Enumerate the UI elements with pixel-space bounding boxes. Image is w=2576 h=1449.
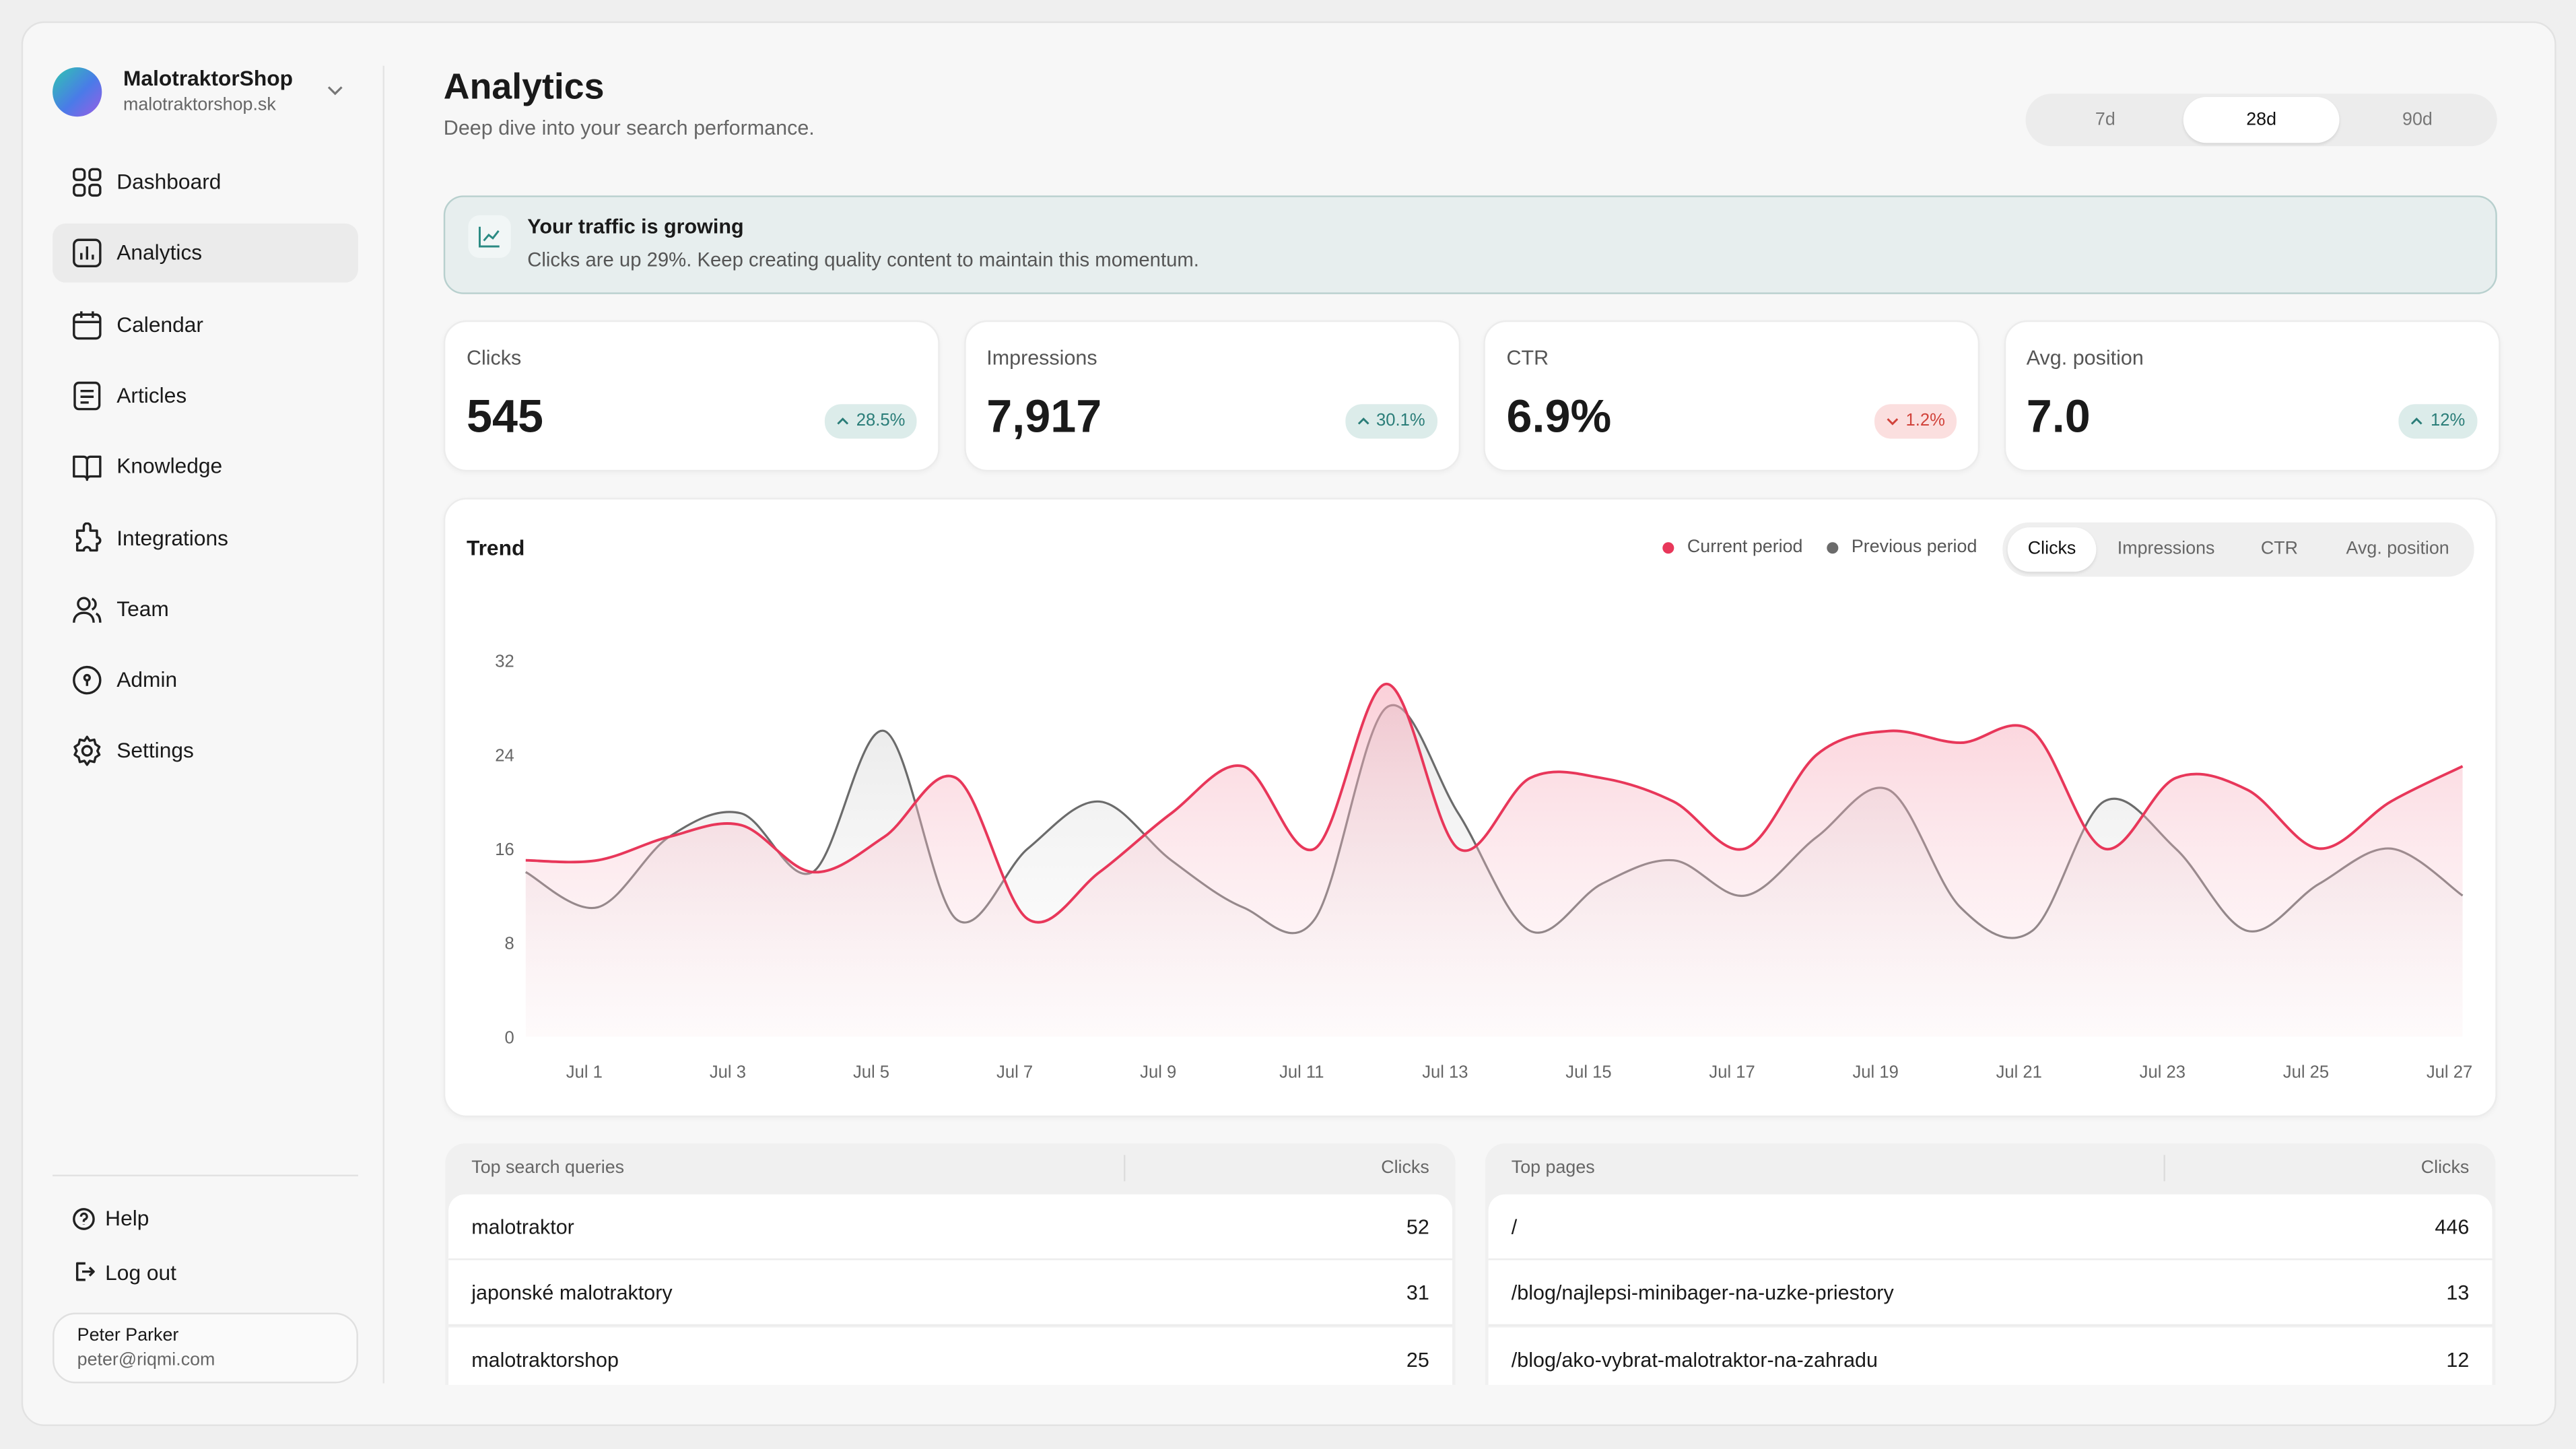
user-name: Peter Parker bbox=[77, 1326, 179, 1346]
logout-icon bbox=[75, 1262, 95, 1281]
legend-dot bbox=[1662, 542, 1674, 554]
kpi-card bbox=[963, 320, 1460, 472]
nav-item[interactable]: Articles bbox=[116, 382, 187, 407]
legend-label: Previous period bbox=[1851, 537, 1977, 558]
kpi-arrow bbox=[837, 417, 849, 425]
brand-logo bbox=[53, 67, 102, 117]
brand-domain: malotraktorshop.sk bbox=[123, 95, 276, 115]
row-value: 12 bbox=[2446, 1348, 2470, 1372]
table-column: Clicks bbox=[2420, 1158, 2470, 1178]
kpi-arrow bbox=[1357, 417, 1369, 425]
legend-dot bbox=[1827, 542, 1839, 554]
row-value: 52 bbox=[1406, 1215, 1429, 1239]
kpi-card bbox=[2003, 320, 2500, 472]
table-col-divider bbox=[1123, 1155, 1126, 1182]
kpi-value: 6.9% bbox=[1506, 391, 1612, 442]
kpi-label: Clicks bbox=[466, 346, 522, 370]
nav-item[interactable]: Knowledge bbox=[116, 453, 223, 479]
table-row[interactable] bbox=[1488, 1194, 2493, 1260]
table-column: Clicks bbox=[1381, 1158, 1429, 1178]
range-option[interactable]: 90d bbox=[2402, 110, 2433, 130]
chart-title: Trend bbox=[466, 535, 525, 561]
page-subtitle: Deep dive into your search performance. bbox=[443, 116, 815, 140]
nav-icon bbox=[75, 521, 102, 551]
nav-item[interactable]: Settings bbox=[116, 738, 194, 764]
kpi-arrow bbox=[1887, 418, 1899, 426]
kpi-value: 7,917 bbox=[986, 391, 1102, 442]
page-title: Analytics bbox=[443, 65, 605, 107]
nav-item[interactable]: Integrations bbox=[116, 525, 229, 550]
nav-item[interactable]: Analytics bbox=[116, 240, 203, 265]
help-icon bbox=[73, 1208, 95, 1230]
nav-item[interactable]: Dashboard bbox=[116, 169, 222, 194]
nav-active-bg bbox=[53, 224, 358, 283]
nav-icon bbox=[73, 381, 101, 411]
row-label: japonské malotraktory bbox=[471, 1281, 673, 1306]
nav-icon bbox=[73, 666, 102, 695]
row-label: malotraktorshop bbox=[471, 1348, 619, 1372]
nav-icon bbox=[73, 310, 102, 339]
row-label: / bbox=[1511, 1215, 1518, 1239]
kpi-change: 30.1% bbox=[1345, 404, 1437, 439]
table-row[interactable] bbox=[448, 1194, 1452, 1260]
kpi-label: Impressions bbox=[986, 346, 1097, 370]
kpi-change: 12% bbox=[2399, 404, 2477, 439]
kpi-card bbox=[1483, 320, 1980, 472]
banner-icon bbox=[479, 226, 500, 248]
row-value: 31 bbox=[1406, 1281, 1429, 1306]
kpi-label: Avg. position bbox=[2026, 346, 2144, 370]
kpi-card bbox=[443, 320, 940, 472]
nav-item[interactable]: Team bbox=[116, 596, 169, 621]
trend-card bbox=[443, 498, 2497, 1118]
table-row[interactable] bbox=[1488, 1260, 2493, 1326]
nav-icon bbox=[73, 168, 102, 197]
table-row[interactable] bbox=[448, 1326, 1452, 1393]
kpi-value: 7.0 bbox=[2026, 391, 2091, 442]
table-col-divider bbox=[2163, 1155, 2165, 1182]
metric-tab[interactable]: Clicks bbox=[2007, 527, 2097, 572]
row-value: 13 bbox=[2446, 1281, 2470, 1306]
sidebar-separator bbox=[53, 1174, 358, 1177]
user-email: peter@riqmi.com bbox=[77, 1350, 215, 1370]
bottom-mask bbox=[411, 1384, 2546, 1425]
kpi-label: CTR bbox=[1506, 346, 1549, 370]
kpi-arrow bbox=[2412, 417, 2423, 425]
table-title: Top pages bbox=[1511, 1158, 1595, 1178]
row-label: /blog/ako-vybrat-malotraktor-na-zahradu bbox=[1511, 1348, 1878, 1372]
banner-title: Your traffic is growing bbox=[527, 215, 744, 238]
metric-tab[interactable]: CTR bbox=[2260, 539, 2299, 559]
kpi-value: 545 bbox=[466, 391, 543, 442]
nav-icon bbox=[73, 596, 102, 623]
sidebar-divider bbox=[382, 65, 384, 1384]
footer-link[interactable]: Log out bbox=[105, 1259, 176, 1284]
row-label: malotraktor bbox=[471, 1215, 574, 1239]
nav-icon bbox=[73, 456, 102, 481]
legend-label: Current period bbox=[1687, 537, 1803, 558]
nav-icon bbox=[73, 736, 101, 767]
nav-icon bbox=[73, 239, 102, 268]
range-option[interactable]: 28d bbox=[2183, 96, 2340, 143]
nav-item[interactable]: Calendar bbox=[116, 311, 203, 337]
metric-tab[interactable]: Avg. position bbox=[2346, 539, 2449, 559]
banner bbox=[443, 195, 2497, 294]
user-box[interactable] bbox=[53, 1312, 358, 1384]
nav-item[interactable]: Admin bbox=[116, 667, 178, 692]
metric-tab[interactable]: Impressions bbox=[2117, 539, 2215, 559]
row-value: 25 bbox=[1406, 1348, 1429, 1372]
footer-link[interactable]: Help bbox=[105, 1205, 149, 1231]
table-title: Top search queries bbox=[471, 1158, 625, 1178]
table-row[interactable] bbox=[1488, 1326, 2493, 1393]
banner-text: Clicks are up 29%. Keep creating quality… bbox=[527, 248, 1199, 271]
brand-name[interactable]: MalotraktorShop bbox=[123, 65, 294, 91]
row-value: 446 bbox=[2435, 1215, 2470, 1239]
kpi-change: 28.5% bbox=[825, 404, 917, 439]
brand-dropdown[interactable] bbox=[325, 81, 345, 100]
range-option[interactable]: 7d bbox=[2095, 110, 2115, 130]
table-row[interactable] bbox=[448, 1260, 1452, 1326]
row-label: /blog/najlepsi-minibager-na-uzke-priesto… bbox=[1511, 1281, 1894, 1306]
kpi-change: 1.2% bbox=[1874, 404, 1957, 439]
